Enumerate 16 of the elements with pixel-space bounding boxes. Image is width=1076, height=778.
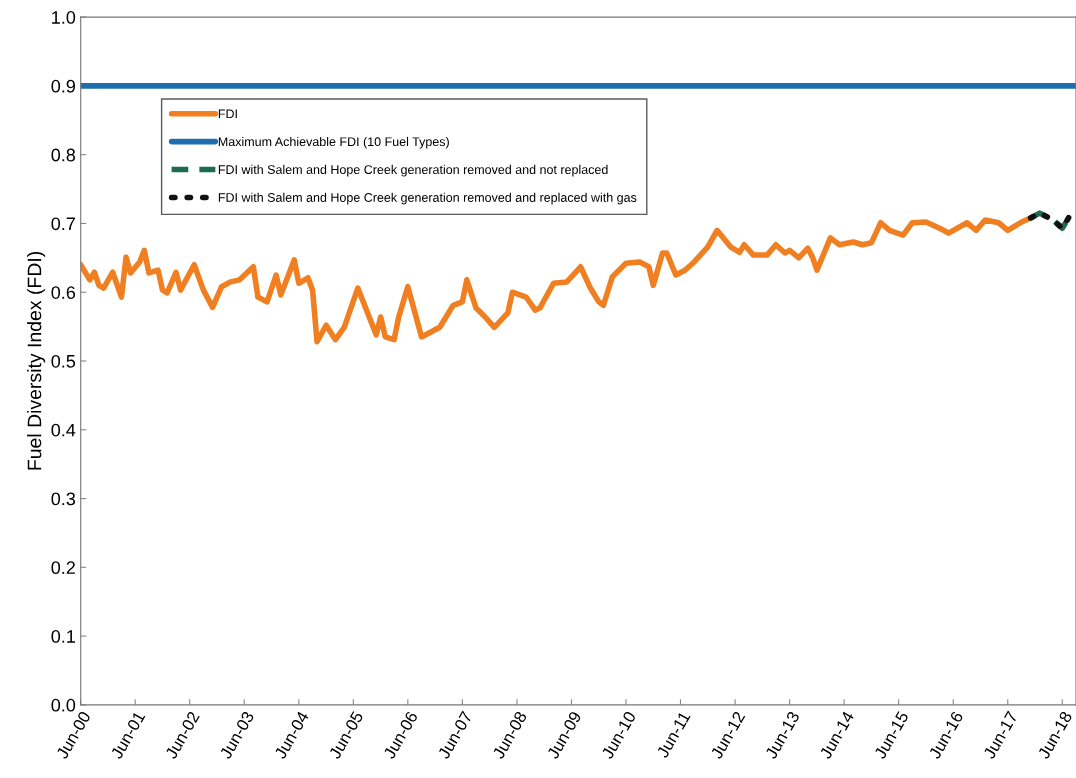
legend-label: Maximum Achievable FDI (10 Fuel Types) (218, 136, 449, 149)
y-tick-label: 0.4 (51, 423, 76, 437)
y-tick-label: 0.6 (51, 286, 76, 299)
y-tick-label: 0.1 (51, 630, 75, 643)
y-tick-label: 0.7 (51, 217, 75, 231)
y-axis-title: Fuel Diversity Index (FDI) (27, 251, 46, 470)
legend-label: FDI with Salem and Hope Creek generation removed and replaced with gas (218, 192, 637, 205)
y-tick-label: 0.3 (51, 492, 76, 506)
legend-label: FDI with Salem and Hope Creek generation removed and not replaced (218, 164, 608, 177)
y-tick-label: 1.0 (52, 11, 76, 24)
y-tick-label: 0.2 (51, 561, 75, 575)
y-tick-label: 0.0 (51, 698, 76, 712)
y-tick-label: 0.8 (51, 148, 76, 162)
y-tick-label: 0.5 (51, 354, 76, 368)
legend-label: FDI (218, 109, 237, 119)
y-tick-label: 0.9 (51, 79, 75, 93)
